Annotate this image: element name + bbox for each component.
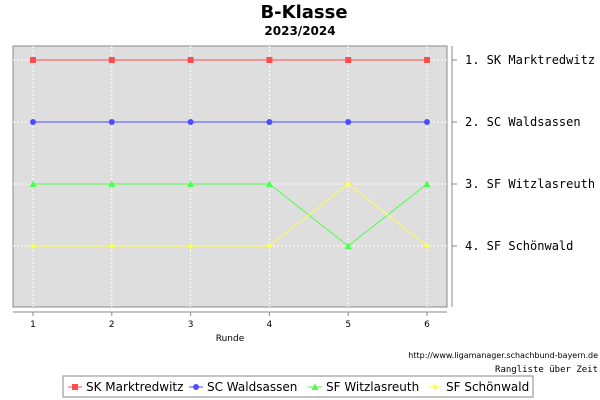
data-point — [29, 180, 37, 187]
legend-box — [62, 375, 534, 398]
plot-area — [12, 45, 448, 308]
legend-entry: SF Schönwald — [446, 380, 529, 394]
data-point — [344, 242, 352, 249]
legend-swatch-marker — [72, 384, 78, 390]
chart-title: B-Klasse — [260, 2, 347, 23]
data-point — [187, 57, 194, 63]
data-point — [30, 119, 36, 125]
rank-label: 1. SK Marktredwitz — [465, 53, 595, 67]
source-url[interactable]: http://www.ligamanager.schachbund-bayern… — [408, 351, 598, 360]
data-point — [345, 181, 352, 187]
data-point — [266, 57, 273, 63]
rank-axis: 1. SK Marktredwitz 2. SC Waldsassen 3. SF … — [451, 46, 595, 307]
data-point — [30, 243, 36, 249]
data-point — [345, 57, 352, 63]
legend-swatch-marker — [432, 384, 438, 390]
data-point — [423, 180, 431, 187]
chart-subtitle: 2023/2024 — [264, 24, 335, 38]
data-point — [187, 243, 194, 249]
series-line — [33, 183, 428, 247]
x-axis-label: Runde — [216, 334, 245, 344]
data-point — [345, 119, 352, 125]
data-point — [424, 243, 430, 249]
data-point — [108, 119, 115, 125]
data-point — [187, 180, 195, 187]
data-point — [108, 57, 115, 63]
x-tick-label: 2 — [109, 320, 115, 330]
x-tick-label: 5 — [345, 320, 351, 330]
rank-label: 4. SF Schönwald — [465, 239, 573, 253]
axes: 1 2 3 4 5 6 — [13, 311, 447, 330]
legend-entry: SC Waldsassen — [207, 380, 297, 394]
legend-swatch-marker — [193, 384, 199, 390]
legend: SK Marktredwitz SC Waldsassen SF Witzlasre… — [68, 380, 529, 394]
data-point — [424, 119, 430, 125]
data-point — [266, 119, 273, 125]
data-point — [187, 119, 194, 125]
data-point — [266, 243, 273, 249]
rank-label: 2. SC Waldsassen — [465, 115, 581, 129]
chart-note: Rangliste über Zeit — [495, 365, 598, 375]
x-tick-label: 6 — [424, 320, 430, 330]
data-point — [108, 180, 116, 187]
legend-entry: SF Witzlasreuth — [326, 380, 419, 394]
rank-label: 3. SF Witzlasreuth — [465, 177, 595, 191]
series-line — [33, 183, 428, 247]
data-point — [424, 57, 430, 63]
data-point — [30, 57, 36, 63]
legend-swatch-marker — [311, 383, 319, 390]
data-point — [108, 243, 115, 249]
data-point — [265, 180, 273, 187]
x-tick-label: 3 — [188, 320, 194, 330]
series-layer — [29, 57, 431, 249]
legend-entry: SK Marktredwitz — [86, 380, 183, 394]
x-tick-label: 1 — [30, 320, 36, 330]
x-tick-label: 4 — [267, 320, 273, 330]
